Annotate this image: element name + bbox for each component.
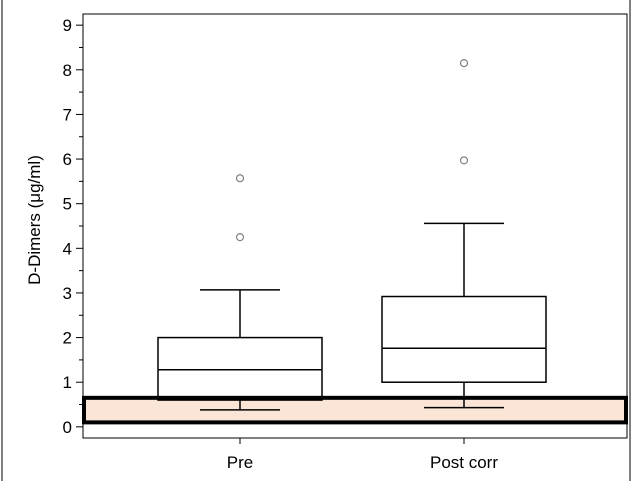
y-tick-label: 7 — [63, 105, 72, 124]
y-tick-label: 1 — [63, 373, 72, 392]
x-tick-label: Post corr — [430, 453, 498, 472]
box-iqr — [381, 295, 547, 383]
x-tick-label: Pre — [227, 453, 253, 472]
y-tick-label: 3 — [63, 284, 72, 303]
y-tick-label: 8 — [63, 61, 72, 80]
y-tick-label: 0 — [63, 418, 72, 437]
outlier-point — [459, 156, 469, 165]
box-iqr — [157, 336, 323, 401]
box-group — [381, 58, 547, 409]
y-tick-label: 2 — [63, 329, 72, 348]
y-tick-label: 6 — [63, 150, 72, 169]
y-tick-label: 4 — [63, 239, 72, 258]
outlier-point — [235, 174, 245, 183]
outlier-point — [459, 58, 469, 68]
y-tick-label: 9 — [63, 16, 72, 35]
y-axis-label: D-Dimers (μg/ml) — [25, 155, 44, 285]
reference-band — [82, 395, 628, 425]
outlier-point — [235, 233, 245, 242]
box-group — [157, 174, 323, 411]
y-tick-label: 5 — [63, 195, 72, 214]
